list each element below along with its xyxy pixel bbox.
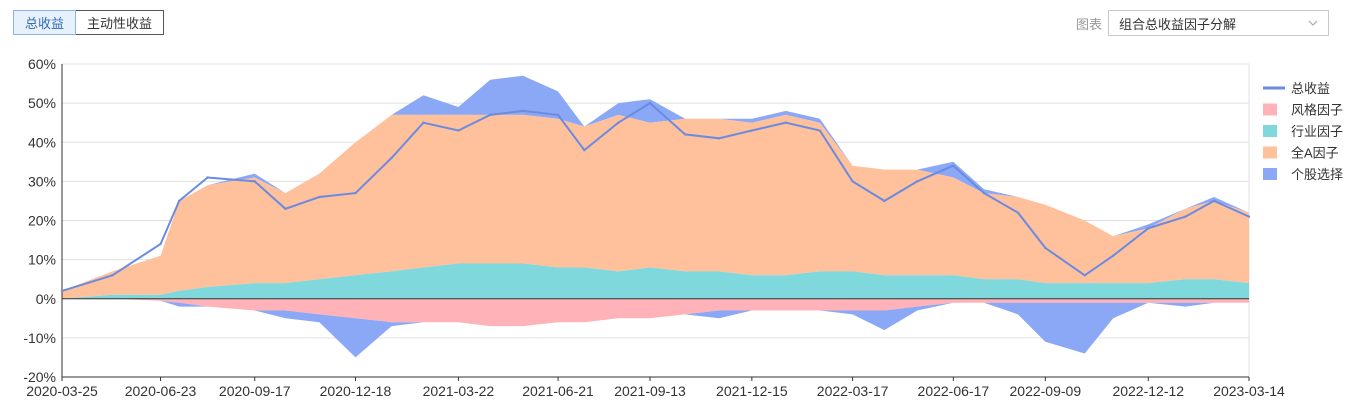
point-total-return [883, 199, 886, 203]
point-total-return [784, 121, 788, 124]
x-tick-label: 2020-09-17 [219, 383, 291, 399]
y-tick-label: 40% [28, 134, 56, 150]
legend-label: 个股选择 [1291, 167, 1343, 182]
point-total-return [284, 207, 287, 210]
point-total-return [1147, 227, 1150, 230]
point-total-return [750, 129, 754, 132]
legend-label: 全A因子 [1291, 146, 1339, 161]
legend-label: 行业因子 [1291, 124, 1343, 139]
chevron-down-icon [1308, 20, 1318, 26]
point-total-return [583, 148, 586, 152]
point-total-return [818, 129, 821, 132]
point-total-return [318, 195, 321, 199]
x-tick-label: 2021-09-13 [614, 383, 686, 399]
y-tick-label: -20% [23, 369, 56, 385]
x-tick-label: 2020-03-25 [26, 383, 98, 399]
legend-swatch [1263, 103, 1277, 116]
point-total-return [1083, 274, 1086, 277]
x-tick-label: 2021-12-15 [716, 383, 788, 399]
x-tick-label: 2022-03-17 [817, 383, 889, 399]
point-total-return [851, 180, 854, 183]
legend-label: 风格因子 [1291, 103, 1343, 118]
point-total-return [556, 113, 560, 117]
point-total-return [1016, 211, 1020, 214]
point-total-return [457, 129, 460, 132]
point-total-return [717, 137, 721, 140]
x-tick-label: 2020-06-23 [125, 383, 197, 399]
point-total-return [206, 176, 209, 179]
point-total-return [1184, 215, 1187, 218]
axes [61, 64, 1250, 381]
point-total-return [159, 242, 162, 246]
tab-active-return[interactable]: 主动性收益 [76, 10, 165, 35]
area-stock-selection-positive [62, 75, 1249, 291]
y-tick-label: 50% [28, 95, 56, 111]
area-all-a-factor [62, 114, 1249, 299]
point-total-return [253, 180, 256, 183]
y-tick-label: 20% [28, 213, 56, 229]
y-tick-label: 30% [28, 173, 56, 189]
point-total-return [648, 101, 652, 105]
point-total-return [354, 191, 357, 195]
legend-swatch [1263, 168, 1277, 180]
x-tick-label: 2022-12-12 [1112, 383, 1184, 399]
point-total-return [617, 121, 620, 124]
point-total-return [60, 289, 64, 293]
chart-selector-label: 图表 [1076, 16, 1103, 32]
x-tick-label: 2022-06-17 [918, 383, 990, 399]
tab-total-return[interactable]: 总收益 [13, 10, 77, 35]
point-total-return [422, 121, 425, 124]
point-total-return [916, 180, 919, 183]
legend-swatch [1263, 125, 1277, 137]
line-series [60, 101, 1251, 293]
y-tick-label: 60% [28, 56, 56, 72]
point-total-return [1044, 246, 1047, 250]
area-series [62, 75, 1249, 358]
legend-item[interactable]: 风格因子 [1263, 103, 1343, 118]
point-total-return [952, 164, 955, 167]
legend-item[interactable]: 总收益 [1263, 81, 1330, 96]
legend-label: 总收益 [1291, 81, 1330, 96]
x-tick-label: 2023-03-14 [1213, 383, 1285, 399]
view-tabs: 总收益 主动性收益 [13, 10, 165, 35]
tick-labels: 60% 50% 40% 30% 20% 10% 0% -10% -20%2020-03-25 20… [23, 56, 1285, 399]
chart-type-value: 组合总收益因子分解 [1119, 16, 1237, 32]
legend-item[interactable]: 全A因子 [1263, 146, 1339, 161]
point-total-return [111, 274, 114, 277]
point-total-return [982, 191, 986, 195]
point-total-return [390, 156, 393, 160]
chart-type-dropdown[interactable]: 组合总收益因子分解 [1108, 10, 1330, 36]
point-total-return [1112, 254, 1115, 257]
y-tick-label: -10% [23, 330, 56, 346]
legend-item[interactable]: 行业因子 [1263, 124, 1343, 139]
line-total-return [61, 101, 1250, 292]
y-tick-label: 10% [28, 252, 56, 268]
point-total-return [521, 109, 525, 113]
x-tick-label: 2020-12-18 [320, 383, 392, 399]
area-stock-selection-negative [62, 298, 1249, 358]
point-total-return [177, 199, 181, 203]
x-tick-label: 2021-06-21 [522, 383, 594, 399]
point-total-return [1212, 199, 1216, 203]
y-tick-label: 0% [36, 291, 56, 307]
point-total-return [683, 133, 687, 136]
legend-item[interactable]: 个股选择 [1263, 167, 1343, 182]
x-tick-label: 2022-09-09 [1010, 383, 1082, 399]
legend-swatch [1263, 146, 1277, 159]
point-total-return [1247, 215, 1251, 218]
x-tick-label: 2021-03-22 [423, 383, 495, 399]
area-style-factor [62, 298, 1249, 327]
chart-selector: 图表 组合总收益因子分解 [1076, 10, 1330, 36]
point-total-return [488, 113, 492, 117]
area-industry-factor [62, 263, 1249, 299]
